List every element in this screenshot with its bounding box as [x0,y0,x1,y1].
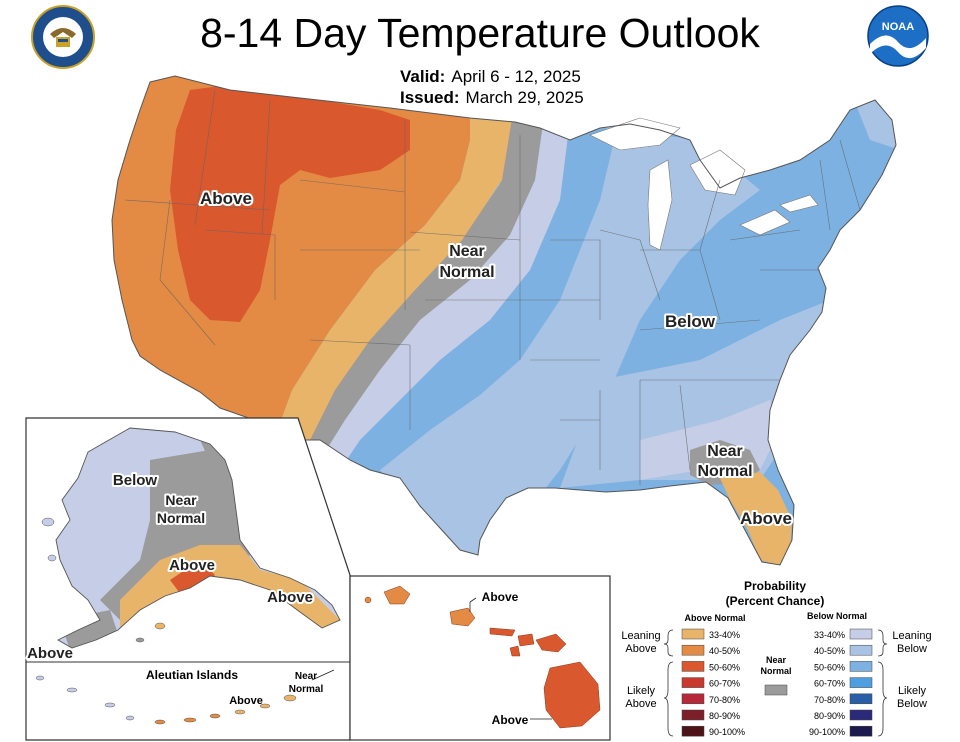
commerce-seal-icon [31,5,95,69]
below-label-3: 50-60% [814,662,845,672]
issued-label: Issued: [400,88,460,107]
hawaii-islands [364,585,601,729]
likely-below-2: Below [897,698,927,710]
hawaii-north-leader [469,597,477,603]
map-title: 8-14 Day Temperature Outlook [200,10,760,56]
above-label-1: 33-40% [709,630,740,640]
label-hawaii-above-south: Above [492,713,529,727]
brace-leaning-above [663,629,674,657]
label-ak-above-west: Above [27,645,73,662]
label-aleutian-above: Above [229,695,263,707]
above-swatch-3 [681,661,705,672]
likely-above-1: Likely [627,685,656,697]
below-40-50-west-band [380,115,760,565]
above-33-40-band [270,100,515,450]
above-label-7: 90-100% [709,727,745,737]
below-label-6: 80-90% [814,711,845,721]
alaska-islands [41,517,166,643]
below-swatch-7 [849,725,873,737]
label-near-normal-se-2: Normal [697,463,752,480]
label-below: Below [665,312,716,331]
label-aleutian-near-2: Normal [289,684,324,695]
below-label-7: 90-100% [809,727,845,737]
aleutian-near-leader [311,669,335,681]
legend-subtitle: (Percent Chance) [726,594,825,608]
label-near-normal-1: Near [449,243,485,260]
above-swatch-6 [681,709,705,721]
brace-likely-below [877,661,888,737]
label-ak-above-panhandle: Above [267,589,313,606]
leaning-above-1: Leaning [621,630,660,642]
near-normal-southeast [690,440,760,485]
above-swatch-2 [681,644,705,656]
above-swatch-4 [681,677,705,688]
issued-value: March 29, 2025 [465,88,584,107]
likely-below-1: Likely [898,685,927,697]
brace-likely-above [663,661,674,737]
state-lines [124,89,861,485]
above-label-2: 40-50% [709,646,740,656]
legend-near-label-2: Normal [760,666,791,676]
label-ak-near-2: Normal [157,510,205,526]
brace-leaning-below [877,629,888,657]
leaning-above-2: Above [625,643,656,655]
above-swatch-7 [681,725,705,737]
near-normal-band [300,110,545,460]
above-33-40-florida [720,472,792,565]
above-label-6: 80-90% [709,711,740,721]
label-near-normal-se-1: Near [707,443,743,460]
likely-above-2: Above [625,698,656,710]
above-swatch-1 [681,628,705,640]
noaa-logo-icon: NOAA [867,5,929,67]
leaning-below-2: Below [897,643,927,655]
above-label-4: 60-70% [709,679,740,689]
aleutian-islands [35,675,297,725]
valid-value: April 6 - 12, 2025 [451,67,581,86]
below-swatch-4 [849,677,873,688]
legend: Probability (Percent Chance) Above Norma… [621,579,931,737]
label-above-florida: Above [740,509,792,528]
date-info: Valid: April 6 - 12, 2025 Issued: March 29… [400,66,584,108]
below-swatch-1 [849,628,873,640]
label-aleutian-near-1: Near [295,671,317,682]
issued-line: Issued: March 29, 2025 [400,87,584,108]
alaska-outline [55,427,341,649]
label-ak-near-1: Near [165,492,197,508]
below-swatch-2 [849,644,873,656]
noaa-logo-text: NOAA [882,21,914,33]
great-lakes [589,117,819,251]
below-label-5: 70-80% [814,695,845,705]
above-label-3: 50-60% [709,662,740,672]
below-swatch-6 [849,709,873,721]
below-label-1: 33-40% [814,630,845,640]
label-above-west: Above [200,189,252,208]
near-normal-swatch [764,684,788,696]
below-swatch-3 [849,661,873,672]
label-near-normal-2: Normal [439,264,494,281]
above-label-5: 70-80% [709,695,740,705]
above-50-60-core [170,82,410,322]
label-ak-above-south: Above [169,557,215,574]
below-swatches: 33-40% 40-50% 50-60% 60-70% 70-80% 80-90% 90-1… [809,628,873,737]
legend-above-header: Above Normal [684,613,745,623]
label-ak-below: Below [113,472,158,489]
above-swatches: 33-40% 40-50% 50-60% 60-70% 70-80% 80-90% 90-1… [681,628,745,737]
leaning-below-1: Leaning [892,630,931,642]
valid-label: Valid: [400,67,446,86]
legend-title: Probability [744,579,806,593]
below-label-2: 40-50% [814,646,845,656]
below-swatch-5 [849,693,873,705]
legend-near-label-1: Near [766,655,787,665]
below-label-4: 60-70% [814,679,845,689]
aleutian-title: Aleutian Islands [146,668,238,682]
above-swatch-5 [681,693,705,705]
legend-below-header: Below Normal [807,611,867,621]
label-hawaii-above-north: Above [482,590,519,604]
valid-line: Valid: April 6 - 12, 2025 [400,66,584,87]
